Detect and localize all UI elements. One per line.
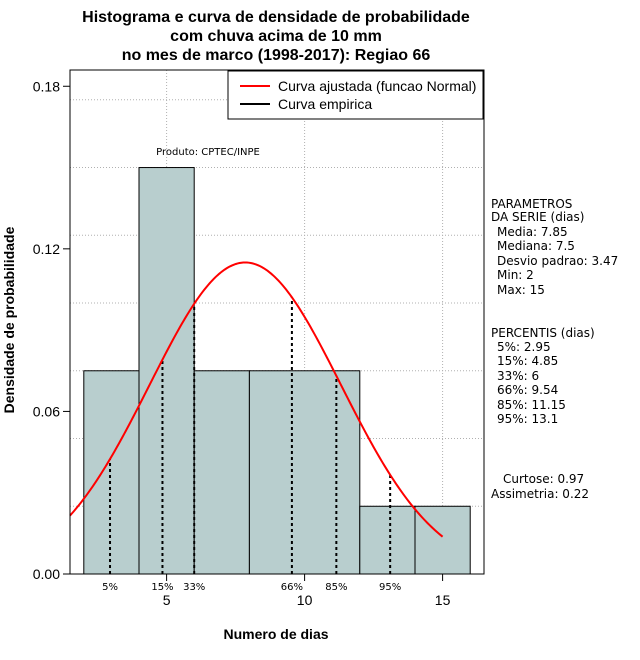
- histogram-bar-0: [83, 370, 140, 575]
- chart-title-line-2: com chuva acima de 10 mm: [170, 28, 382, 45]
- percentile-label-5: 95%: [379, 582, 401, 593]
- chart-title-line-3: no mes de marco (1998-2017): Regiao 66: [122, 47, 431, 64]
- y-tick-label-1: 0.06: [33, 403, 60, 419]
- chart-title-line-1: Histograma e curva de densidade de proba…: [82, 9, 470, 26]
- percentiles-heading: PERCENTIS (dias): [491, 326, 595, 340]
- percentile-label-2: 33%: [183, 582, 205, 593]
- plot-frame: [69, 69, 485, 575]
- parameter-mean: Media: 7.85: [497, 225, 568, 239]
- parameter-median: Mediana: 7.5: [497, 239, 575, 253]
- credit-label: Produto: CPTEC/INPE: [156, 147, 260, 158]
- parameters-heading-1: PARAMETROS: [491, 197, 572, 211]
- percentile-05: 5%: 2.95: [497, 340, 551, 354]
- y-tick-label-2: 0.12: [33, 241, 60, 257]
- x-tick-label-1: 10: [297, 592, 313, 608]
- histogram-bar-2: [193, 370, 250, 575]
- percentile-lines: 5% 15% 33% 66% 85% 95%: [102, 297, 401, 593]
- y-tick-label-0: 0.00: [33, 566, 60, 582]
- x-tick-label-2: 15: [435, 592, 451, 608]
- parameter-max: Max: 15: [497, 283, 545, 297]
- percentile-95: 95%: 13.1: [497, 412, 558, 426]
- percentile-label-0: 5%: [102, 582, 118, 593]
- normal-curve: [69, 261, 444, 538]
- percentile-66: 66%: 9.54: [497, 383, 558, 397]
- histogram-bar-4: [359, 505, 416, 575]
- parameter-min: Min: 2: [497, 268, 534, 282]
- kurtosis-stat: Curtose: 0.97: [503, 472, 584, 486]
- shape-stats-block: Curtose: 0.97 Assimetria: 0.22: [491, 472, 589, 501]
- legend-label-empirical: Curva empirica: [278, 96, 372, 112]
- percentile-label-3: 66%: [281, 582, 303, 593]
- histogram-bar-1: [138, 167, 195, 575]
- skewness-stat: Assimetria: 0.22: [491, 487, 589, 501]
- parameters-block: PARAMETROS DA SERIE (dias) Media: 7.85 M…: [491, 197, 618, 297]
- histogram-bar-3: [248, 370, 361, 575]
- y-tick-label-3: 0.18: [33, 78, 60, 94]
- legend: Curva ajustada (funcao Normal) Curva emp…: [227, 70, 484, 120]
- percentile-label-1: 15%: [151, 582, 173, 593]
- percentile-85: 85%: 11.15: [497, 398, 566, 412]
- legend-box: [227, 70, 484, 120]
- percentile-label-4: 85%: [325, 582, 347, 593]
- percentile-33: 33%: 6: [497, 369, 539, 383]
- parameter-sd: Desvio padrao: 3.47: [497, 254, 618, 268]
- x-axis-title: Numero de dias: [223, 626, 328, 642]
- x-tick-label-0: 5: [163, 592, 171, 608]
- axes: 5 10 15 0.00 0.06 0.12 0.18: [33, 78, 451, 608]
- histogram-bar-5: [414, 505, 471, 575]
- percentile-15: 15%: 4.85: [497, 354, 558, 368]
- legend-label-fitted: Curva ajustada (funcao Normal): [278, 78, 476, 94]
- normal-curve-line: [69, 261, 444, 538]
- parameters-heading-2: DA SERIE (dias): [491, 210, 584, 224]
- y-axis-title: Densidade de probabilidade: [1, 226, 17, 413]
- percentiles-block: PERCENTIS (dias) 5%: 2.95 15%: 4.85 33%:…: [491, 326, 595, 426]
